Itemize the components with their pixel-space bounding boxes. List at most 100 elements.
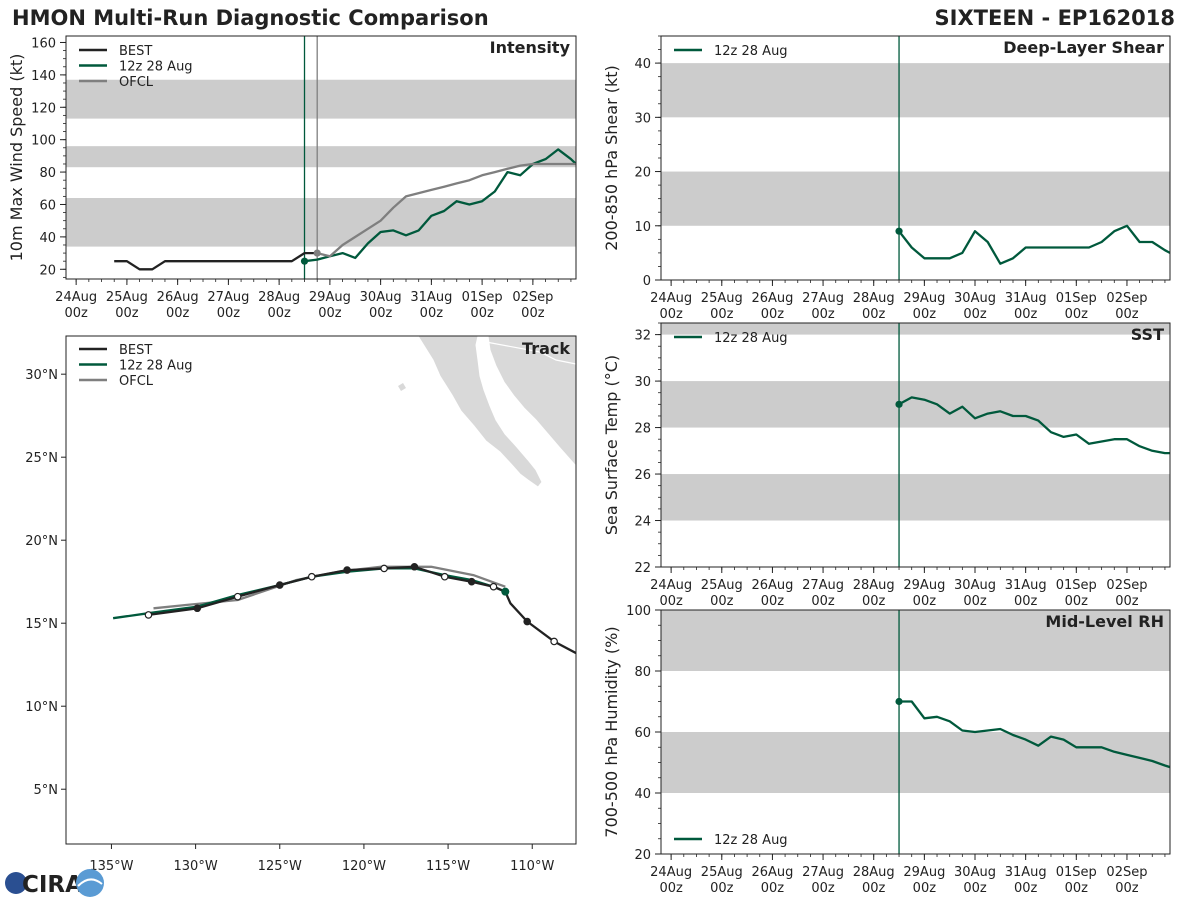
track-position-marker: [343, 566, 351, 574]
x-tick-label-day: 01Sep: [1056, 578, 1097, 593]
x-tick-label-hour: 00z: [710, 307, 734, 322]
plot-area: [661, 610, 1170, 854]
x-tick-label-hour: 00z: [761, 881, 785, 896]
x-tick-label-hour: 00z: [166, 306, 190, 321]
x-tick-label-day: 26Aug: [157, 290, 199, 305]
y-tick-label: 30: [634, 375, 651, 390]
x-tick-label-hour: 00z: [1065, 594, 1089, 609]
lat-tick-label: 15°N: [25, 617, 58, 632]
x-tick-label-day: 25Aug: [106, 290, 148, 305]
lon-tick-label: 130°W: [174, 859, 218, 874]
band-0: [66, 198, 576, 247]
x-tick-label-hour: 00z: [659, 594, 683, 609]
x-tick-label-day: 25Aug: [701, 865, 743, 880]
y-tick-label: 100: [626, 604, 651, 619]
x-tick-label-day: 28Aug: [258, 290, 300, 305]
y-tick-label: 60: [634, 726, 651, 741]
x-tick-label-day: 02Sep: [1106, 578, 1147, 593]
x-tick-label-hour: 00z: [369, 306, 393, 321]
y-axis-label: 10m Max Wind Speed (kt): [7, 54, 26, 262]
y-tick-label: 26: [634, 468, 651, 483]
x-tick-label-hour: 00z: [963, 307, 987, 322]
storm-id: SIXTEEN - EP162018: [935, 6, 1175, 30]
plot-area: [661, 36, 1170, 280]
x-tick-label-day: 01Sep: [462, 290, 503, 305]
lat-tick-label: 5°N: [34, 783, 59, 798]
series-line-ofcl: [316, 162, 576, 258]
cira-logo: CIRA: [5, 869, 104, 898]
x-tick-label-day: 31Aug: [1005, 291, 1047, 306]
lat-tick-label: 10°N: [25, 700, 58, 715]
series-line-run: [304, 148, 576, 263]
logo-globe-icon: [5, 872, 27, 894]
series-start-marker-run: [895, 400, 903, 408]
lat-tick-label: 20°N: [25, 534, 58, 549]
x-tick-label-hour: 00z: [1065, 307, 1089, 322]
x-tick-label-hour: 00z: [115, 306, 139, 321]
lon-tick-label: 110°W: [510, 859, 554, 874]
x-tick-label-day: 29Aug: [903, 865, 945, 880]
plot-area: [661, 323, 1170, 567]
band-0: [661, 474, 1170, 521]
x-tick-label-hour: 00z: [862, 881, 886, 896]
track-frame: [65, 335, 577, 845]
shear-panel: 01020304024Aug00z25Aug00z26Aug00z27Aug00…: [602, 35, 1171, 322]
y-tick-label: 40: [39, 231, 56, 246]
x-tick-label-hour: 00z: [913, 881, 937, 896]
x-tick-label-day: 25Aug: [701, 291, 743, 306]
y-tick-label: 80: [634, 665, 651, 680]
x-tick-label-day: 25Aug: [701, 578, 743, 593]
x-tick-label-hour: 00z: [1115, 594, 1139, 609]
y-tick-label: 0: [643, 274, 651, 289]
track-position-marker: [467, 577, 476, 586]
x-tick-label-hour: 00z: [811, 594, 835, 609]
x-tick-label-day: 27Aug: [802, 865, 844, 880]
sst-panel: 22242628303224Aug00z25Aug00z26Aug00z27Au…: [602, 322, 1171, 609]
track-position-marker: [440, 572, 449, 581]
track-start-marker-run: [501, 587, 510, 596]
x-tick-label-day: 26Aug: [751, 291, 793, 306]
y-tick-label: 100: [31, 134, 56, 149]
x-tick-label-day: 24Aug: [650, 291, 692, 306]
legend-label-run: 12z 28 Aug: [714, 44, 788, 59]
band-1: [66, 146, 576, 168]
x-tick-label-day: 29Aug: [903, 291, 945, 306]
series-line-run: [898, 396, 1170, 455]
figure-title: HMON Multi-Run Diagnostic Comparison: [12, 6, 489, 30]
plot-frame: [65, 35, 577, 280]
x-tick-label-day: 30Aug: [360, 290, 402, 305]
x-tick-label-day: 29Aug: [903, 578, 945, 593]
x-tick-label-hour: 00z: [1014, 594, 1038, 609]
track-lines: [112, 562, 576, 655]
track-position-marker: [307, 572, 316, 581]
track-position-marker: [275, 581, 284, 589]
x-tick-label-hour: 00z: [811, 881, 835, 896]
y-tick-label: 20: [39, 263, 56, 278]
x-tick-label-day: 02Sep: [1106, 291, 1147, 306]
x-tick-label-day: 31Aug: [1005, 578, 1047, 593]
x-tick-label-hour: 00z: [1065, 881, 1089, 896]
legend-label-ofcl: OFCL: [119, 374, 154, 389]
x-tick-label-day: 24Aug: [650, 865, 692, 880]
panel-title: Intensity: [490, 38, 571, 57]
legend-label-best: BEST: [119, 343, 152, 358]
x-tick-label-hour: 00z: [64, 306, 88, 321]
track-position-marker: [233, 592, 242, 601]
x-tick-label-hour: 00z: [761, 307, 785, 322]
y-tick-label: 160: [31, 36, 56, 51]
band-0: [661, 171, 1170, 226]
legend-label-run: 12z 28 Aug: [119, 359, 193, 374]
track-land: [398, 336, 576, 488]
x-tick-label-day: 29Aug: [309, 290, 351, 305]
x-tick-label-hour: 00z: [862, 307, 886, 322]
y-tick-label: 40: [634, 57, 651, 72]
x-tick-label-hour: 00z: [659, 307, 683, 322]
x-tick-label-day: 30Aug: [954, 578, 996, 593]
track-panel: 5°N 10°N 15°N 20°N 25°N 30°N 135°W 130°W 125°W 12…: [25, 335, 577, 874]
x-tick-label-hour: 00z: [659, 881, 683, 896]
y-axis-label: 700-500 hPa Humidity (%): [602, 626, 621, 837]
lat-tick-label: 25°N: [25, 451, 58, 466]
plot-area: [66, 36, 576, 279]
y-tick-label: 20: [634, 848, 651, 863]
